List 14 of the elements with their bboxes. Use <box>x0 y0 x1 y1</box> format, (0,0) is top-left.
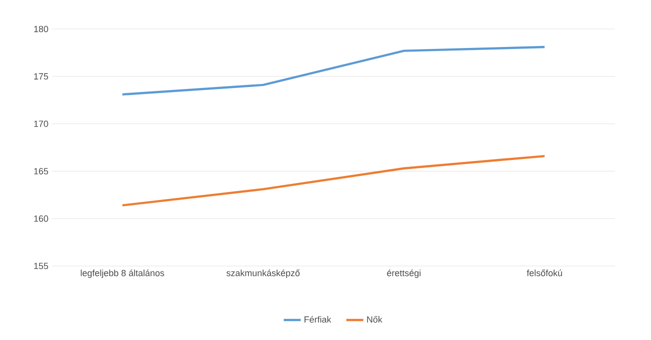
line-series <box>121 154 546 206</box>
y-tick-label: 180 <box>34 26 48 32</box>
legend-label: Férfiak <box>304 316 332 323</box>
y-tick-label: 160 <box>34 215 48 222</box>
y-tick-label: 175 <box>34 73 48 80</box>
x-tick-label: felsőfokú <box>526 270 562 276</box>
x-tick-label: legfeljebb 8 általános <box>80 270 164 278</box>
y-tick-label: 155 <box>34 262 48 270</box>
legend-label: Nők <box>367 316 382 323</box>
x-tick-label: szakmunkásképző <box>226 270 300 278</box>
y-tick-label: 165 <box>34 168 48 174</box>
y-tick-label: 170 <box>34 120 48 127</box>
x-tick-label: érettségi <box>387 270 420 278</box>
line-series <box>121 46 546 96</box>
